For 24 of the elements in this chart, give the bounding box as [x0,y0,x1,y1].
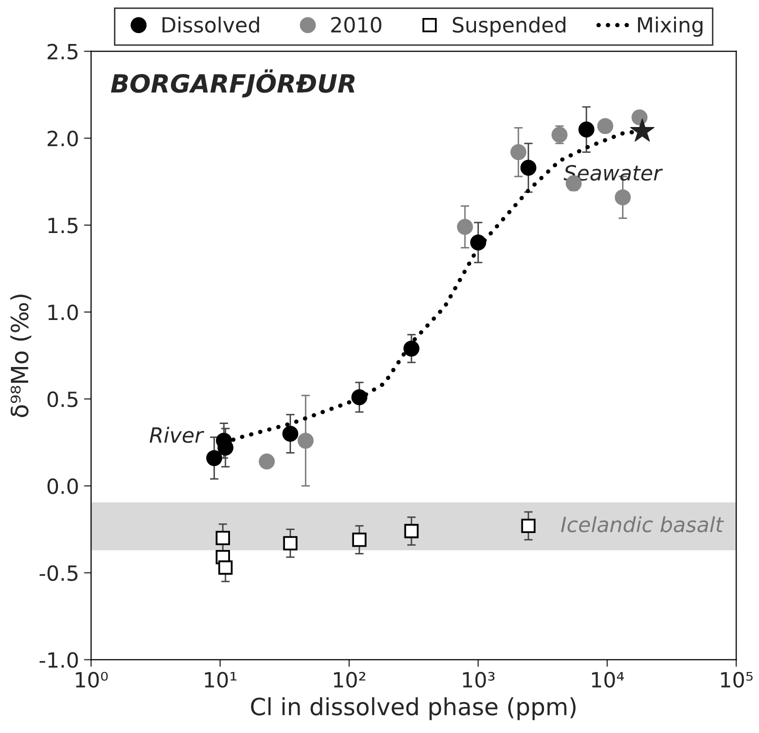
text: BORGARFJÖRÐUR [110,69,355,98]
band-label: Icelandic basalt [561,516,724,532]
legend-label: Mixing [638,16,702,37]
y-tick-label: 1.0 [48,304,78,320]
y-axis-title: δ⁹⁸Mo (‰) [10,294,32,418]
y-tick-label: -0.5 [40,565,78,581]
y-tick-label: 0.0 [48,478,78,494]
legend-label: Dissolved [162,16,260,33]
x-tick-label: 10¹ [204,672,236,688]
x-tick-label: 10⁵ [721,672,753,688]
legend-label: Suspended [452,16,566,37]
x-tick-label: 10² [334,672,366,688]
legend-label: 2010 [331,16,382,33]
x-axis-title: Cl in dissolved phase (ppm) [251,697,576,720]
y-tick-label: 0.5 [48,391,78,408]
y-tick-label: -1.0 [40,652,78,668]
y-tick-label: 2.0 [48,130,78,146]
x-tick-label: 10⁰ [76,672,108,688]
annotation: Seawater [564,164,663,181]
x-tick-label: 10⁴ [592,672,624,688]
y-tick-label: 1.5 [48,218,78,234]
y-tick-label: 2.5 [48,44,78,60]
annotation: River [150,426,204,443]
x-tick-label: 10³ [463,672,495,688]
